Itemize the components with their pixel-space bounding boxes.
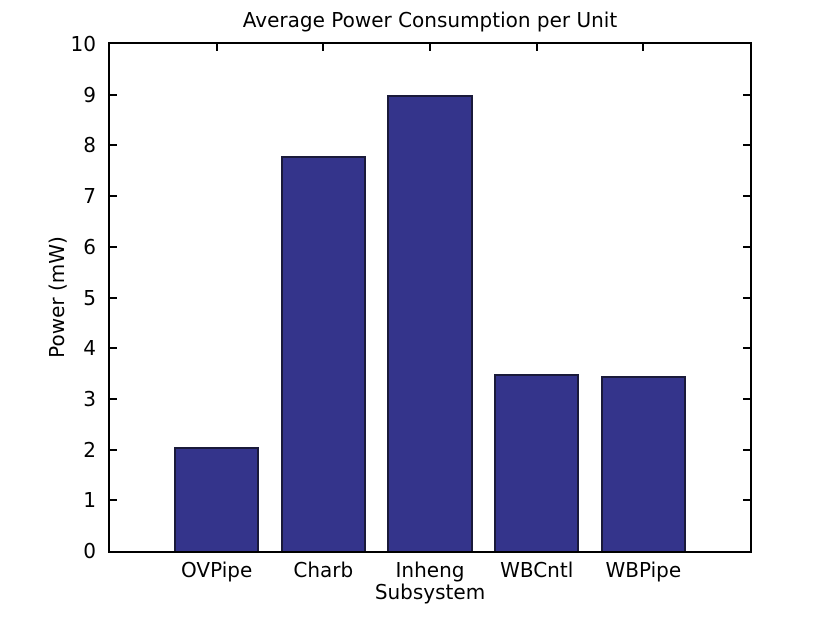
x-tick-mark (215, 44, 218, 51)
x-tick-label: WBPipe (605, 558, 682, 582)
y-tick-mark (110, 347, 117, 350)
y-tick-mark (743, 499, 750, 502)
x-tick-label: Inheng (395, 558, 465, 582)
x-tick-mark (322, 44, 325, 51)
y-tick-label: 9 (83, 82, 96, 107)
y-tick-mark (743, 397, 750, 400)
x-tick-mark (642, 44, 645, 51)
x-tick-labels: OVPipe Charb Inheng WBCntl WBPipe (110, 558, 750, 584)
y-tick-labels: 0 1 2 3 4 5 6 7 8 9 10 (0, 33, 96, 562)
chart-title: Average Power Consumption per Unit (242, 8, 618, 32)
y-tick-label: 4 (83, 336, 96, 361)
y-tick-label: 0 (83, 539, 96, 563)
bar-wbcntl (494, 373, 580, 551)
y-tick-label: 10 (70, 32, 96, 56)
y-tick-mark (743, 448, 750, 451)
y-tick-label: 3 (83, 386, 96, 411)
y-tick-mark (110, 448, 117, 451)
y-tick-mark (743, 195, 750, 198)
x-tick-label: Charb (293, 558, 354, 582)
y-tick-mark (110, 93, 117, 96)
x-tick-label: WBCntl (500, 558, 574, 582)
y-tick-mark (743, 245, 750, 248)
y-tick-mark (110, 296, 117, 299)
y-tick-label: 6 (83, 234, 96, 259)
y-tick-label: 7 (83, 184, 96, 209)
bar-inheng (387, 94, 473, 551)
y-tick-mark (110, 195, 117, 198)
y-tick-mark (110, 397, 117, 400)
y-tick-label: 5 (83, 285, 96, 310)
x-tick-mark (429, 44, 431, 51)
y-tick-label: 8 (83, 133, 96, 158)
y-tick-mark (110, 499, 117, 502)
x-tick-mark (535, 44, 538, 51)
y-tick-label: 1 (83, 488, 96, 513)
y-tick-mark (110, 144, 117, 147)
y-tick-mark (743, 347, 750, 350)
x-axis-label: Subsystem (374, 580, 486, 604)
y-tick-label: 2 (83, 437, 96, 462)
plot-area (108, 42, 752, 553)
x-tick-label: OVPipe (181, 558, 253, 582)
y-tick-mark (743, 144, 750, 147)
y-tick-mark (743, 296, 750, 299)
bar-wbpipe (600, 376, 686, 551)
bar-ovpipe (174, 447, 260, 551)
bar-charb (280, 155, 366, 551)
y-tick-mark (110, 245, 117, 248)
y-tick-mark (743, 93, 750, 96)
